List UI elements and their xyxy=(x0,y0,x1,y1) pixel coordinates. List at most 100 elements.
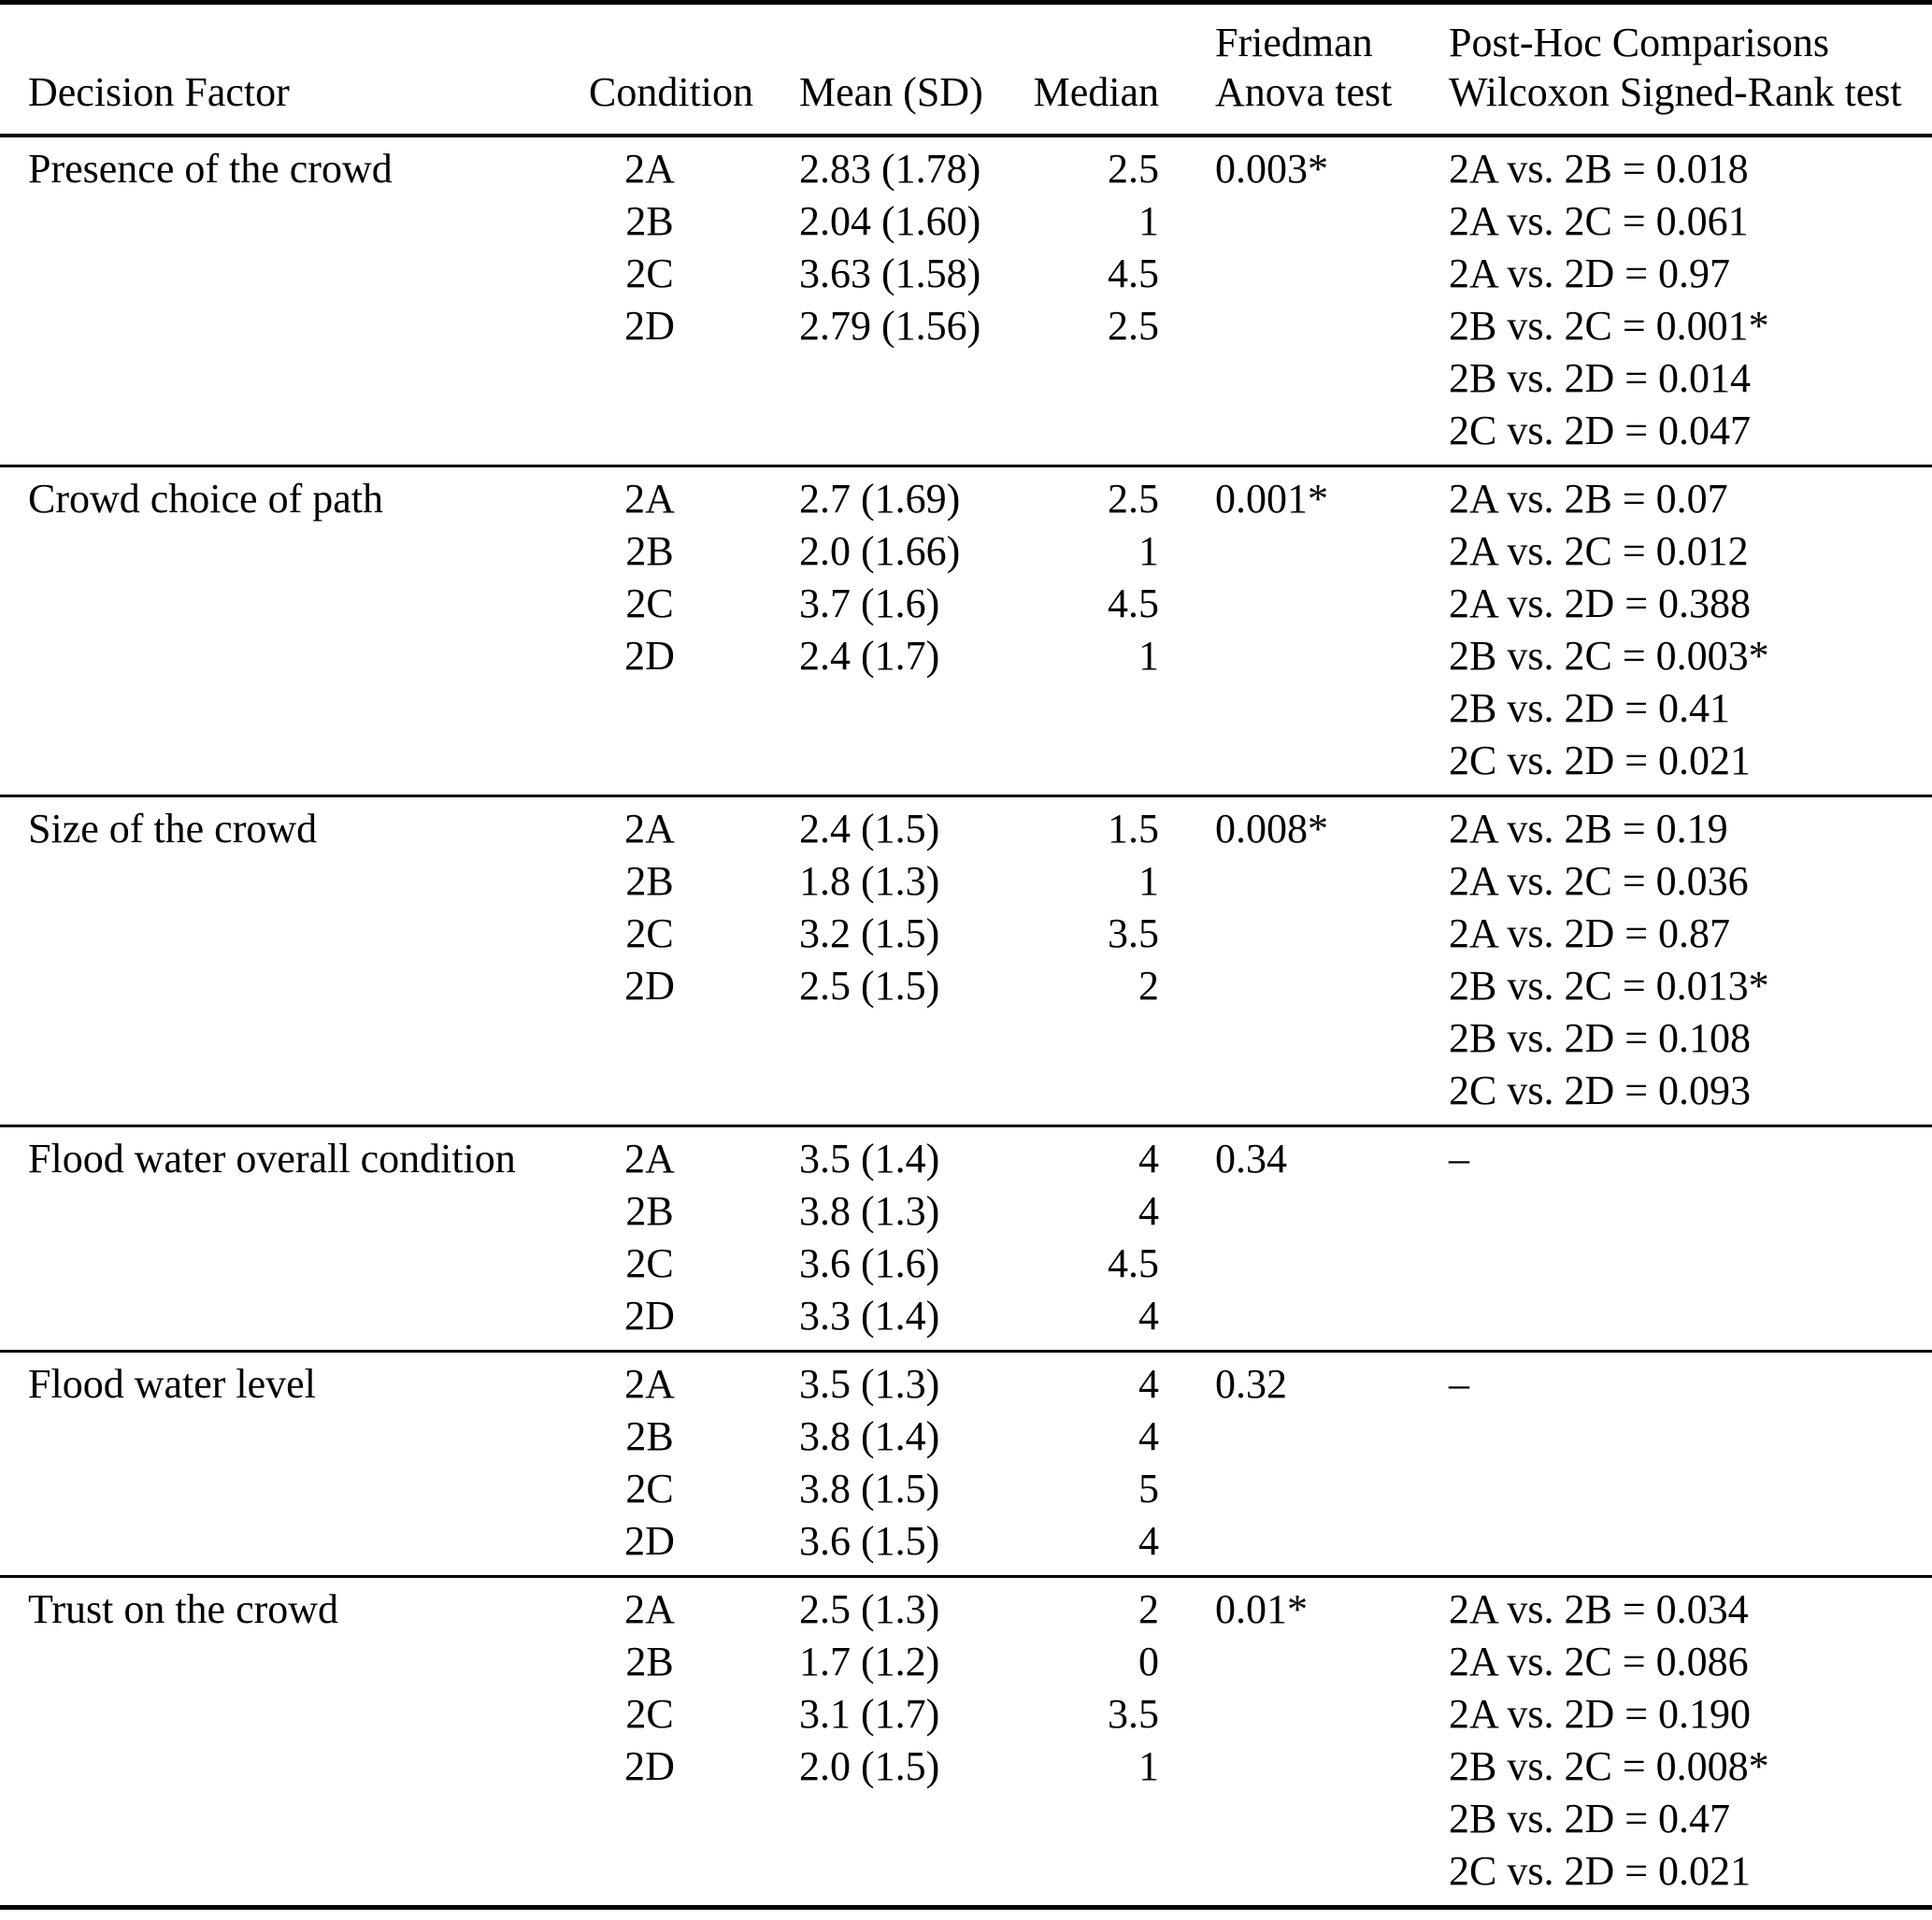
posthoc-cell: 2C vs. 2D = 0.021 xyxy=(1449,738,1752,783)
table-row: Flood water overall condition 2A 3.5 (1.4)… xyxy=(0,1126,1932,1186)
condition-cell: 2C xyxy=(625,251,674,296)
mean-cell: 2.0 (1.5) xyxy=(799,1743,940,1789)
posthoc-cell: 2C vs. 2D = 0.047 xyxy=(1449,408,1752,453)
header-label: Mean (SD) xyxy=(799,69,983,115)
median-cell: 1 xyxy=(1138,633,1159,679)
table-row: 2C 3.7 (1.6) 4.5 2A vs. 2D = 0.388 xyxy=(0,578,1932,630)
factor-cell xyxy=(0,405,589,466)
mean-cell: 3.6 (1.6) xyxy=(799,1240,940,1286)
condition-cell: 2D xyxy=(624,963,675,1009)
table-row: 2D 3.3 (1.4) 4 xyxy=(0,1290,1932,1352)
table-row: 2C vs. 2D = 0.047 xyxy=(0,405,1932,466)
friedman-cell xyxy=(1159,248,1449,300)
friedman-cell xyxy=(1159,1185,1449,1238)
factor-cell xyxy=(0,1793,589,1845)
header-label-line2: Anova test xyxy=(1215,69,1393,115)
friedman-cell xyxy=(1159,1065,1449,1126)
factor-cell xyxy=(0,1238,589,1290)
friedman-cell xyxy=(1159,908,1449,960)
mean-cell: 1.7 (1.2) xyxy=(799,1639,940,1684)
factor-cell xyxy=(0,1185,589,1238)
header-row: Decision Factor Condition Mean (SD) Medi… xyxy=(0,3,1932,136)
friedman-cell xyxy=(1159,1793,1449,1845)
friedman-cell: 0.003* xyxy=(1215,146,1328,192)
condition-cell xyxy=(589,1065,710,1126)
friedman-cell xyxy=(1159,1463,1449,1515)
factor-cell: Flood water overall condition xyxy=(28,1136,516,1182)
median-cell xyxy=(1019,682,1159,735)
table-row: 2B vs. 2D = 0.47 xyxy=(0,1793,1932,1845)
table-row: 2C vs. 2D = 0.021 xyxy=(0,1845,1932,1908)
table-row: 2C 3.2 (1.5) 3.5 2A vs. 2D = 0.87 xyxy=(0,908,1932,960)
mean-cell: 2.7 (1.69) xyxy=(799,476,961,522)
mean-cell: 2.04 (1.60) xyxy=(799,198,981,244)
mean-cell: 3.63 (1.58) xyxy=(799,251,981,296)
condition-cell: 2D xyxy=(624,1743,675,1789)
friedman-cell xyxy=(1159,682,1449,735)
median-cell: 3.5 xyxy=(1108,1691,1159,1737)
condition-cell: 2D xyxy=(624,633,675,679)
friedman-cell xyxy=(1159,1012,1449,1065)
table-row: 2C 3.63 (1.58) 4.5 2A vs. 2D = 0.97 xyxy=(0,248,1932,300)
header-label: Condition xyxy=(589,69,754,115)
table-section: Flood water level 2A 3.5 (1.3) 4 0.32 – 2B 3.8 … xyxy=(0,1352,1932,1577)
median-cell: 3.5 xyxy=(1108,910,1159,956)
condition-cell: 2B xyxy=(625,528,674,574)
condition-cell: 2D xyxy=(624,303,675,349)
table-row: 2B vs. 2D = 0.41 xyxy=(0,682,1932,735)
posthoc-cell: 2A vs. 2C = 0.012 xyxy=(1449,528,1749,574)
factor-cell: Presence of the crowd xyxy=(28,146,393,192)
mean-cell xyxy=(710,1012,1019,1065)
condition-cell xyxy=(589,682,710,735)
posthoc-cell: 2B vs. 2C = 0.013* xyxy=(1449,963,1769,1009)
factor-cell xyxy=(0,855,589,908)
table-row: Size of the crowd 2A 2.4 (1.5) 1.5 0.008* 2A … xyxy=(0,796,1932,856)
table-row: 2B 1.7 (1.2) 0 2A vs. 2C = 0.086 xyxy=(0,1636,1932,1688)
median-cell xyxy=(1019,1065,1159,1126)
posthoc-cell: 2C vs. 2D = 0.093 xyxy=(1449,1067,1752,1113)
factor-cell xyxy=(0,1411,589,1463)
posthoc-cell: 2A vs. 2B = 0.07 xyxy=(1449,476,1728,522)
factor-cell xyxy=(0,1290,589,1352)
mean-cell xyxy=(710,1845,1019,1908)
col-header-median: Median xyxy=(1019,3,1159,136)
table-row: 2B 1.8 (1.3) 1 2A vs. 2C = 0.036 xyxy=(0,855,1932,908)
table-row: 2B 2.04 (1.60) 1 2A vs. 2C = 0.061 xyxy=(0,195,1932,248)
friedman-cell xyxy=(1159,1688,1449,1741)
factor-cell xyxy=(0,908,589,960)
header-label: Decision Factor xyxy=(28,69,290,115)
mean-cell: 2.79 (1.56) xyxy=(799,303,981,349)
mean-cell xyxy=(710,735,1019,796)
table-row: 2D 3.6 (1.5) 4 xyxy=(0,1515,1932,1577)
condition-cell: 2B xyxy=(625,1188,674,1234)
header-label-line1: Friedman xyxy=(1215,20,1373,65)
friedman-cell xyxy=(1159,1290,1449,1352)
factor-cell: Crowd choice of path xyxy=(28,476,383,522)
median-cell: 1 xyxy=(1138,1743,1159,1789)
table-section: Trust on the crowd 2A 2.5 (1.3) 2 0.01* 2A vs… xyxy=(0,1577,1932,1908)
table-row: 2D 2.4 (1.7) 1 2B vs. 2C = 0.003* xyxy=(0,630,1932,682)
mean-cell xyxy=(710,1065,1019,1126)
posthoc-cell: 2C vs. 2D = 0.021 xyxy=(1449,1848,1752,1894)
median-cell: 1.5 xyxy=(1108,806,1159,852)
friedman-cell xyxy=(1159,1515,1449,1577)
table-row: 2C 3.1 (1.7) 3.5 2A vs. 2D = 0.190 xyxy=(0,1688,1932,1741)
mean-cell: 2.0 (1.66) xyxy=(799,528,961,574)
friedman-cell xyxy=(1159,960,1449,1012)
table-row: 2D 2.5 (1.5) 2 2B vs. 2C = 0.013* xyxy=(0,960,1932,1012)
table-row: Trust on the crowd 2A 2.5 (1.3) 2 0.01* 2A vs… xyxy=(0,1577,1932,1637)
factor-cell: Trust on the crowd xyxy=(28,1586,339,1632)
median-cell: 4 xyxy=(1138,1188,1159,1234)
median-cell: 4 xyxy=(1138,1413,1159,1459)
mean-cell xyxy=(710,352,1019,405)
mean-cell xyxy=(710,682,1019,735)
condition-cell xyxy=(589,735,710,796)
factor-cell xyxy=(0,195,589,248)
median-cell: 2.5 xyxy=(1108,476,1159,522)
friedman-cell: 0.008* xyxy=(1215,806,1328,852)
factor-cell: Flood water level xyxy=(28,1361,316,1407)
factor-cell xyxy=(0,578,589,630)
median-cell xyxy=(1019,1012,1159,1065)
factor-cell xyxy=(0,300,589,352)
